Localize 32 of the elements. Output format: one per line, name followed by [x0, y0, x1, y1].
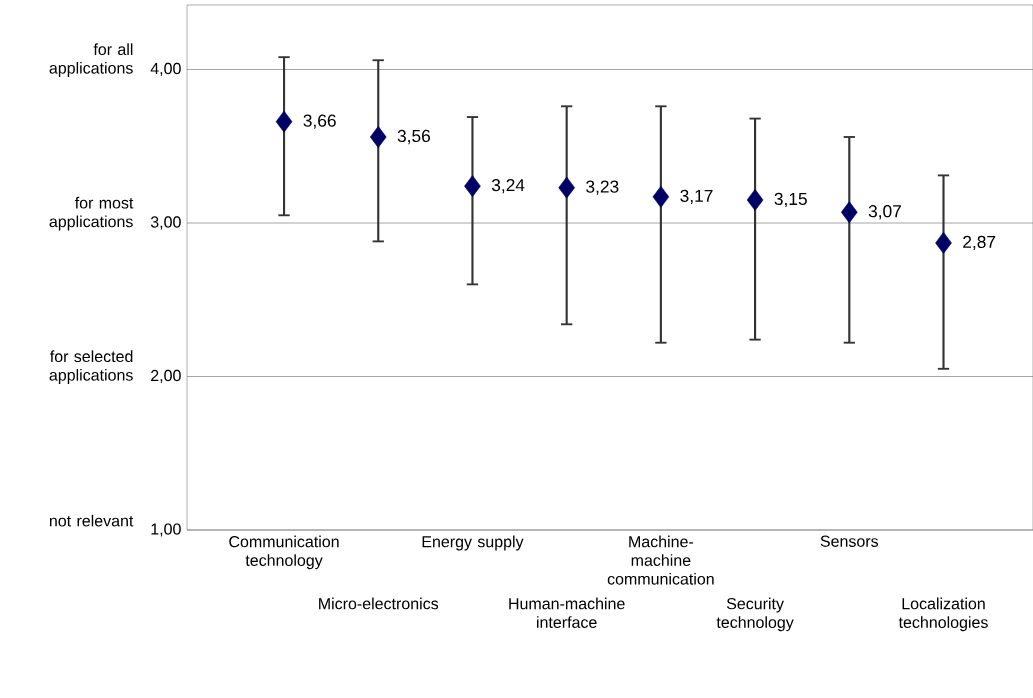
point	[464, 175, 481, 198]
point	[935, 231, 952, 254]
data-label: 3,17	[680, 189, 713, 205]
data-label: 3,23	[586, 180, 619, 195]
data-label: 3,56	[397, 129, 431, 145]
text: for all applications	[49, 43, 133, 77]
point	[652, 185, 670, 208]
y-tick-label: 2,00	[151, 369, 181, 384]
x-tick-label: Localization technologies	[898, 597, 988, 632]
x-tick-label: Sensors	[820, 535, 879, 547]
point	[841, 201, 858, 224]
data-label: 3,15	[774, 192, 807, 208]
data-label: 2,87	[963, 235, 996, 251]
point	[558, 176, 575, 199]
point	[746, 189, 764, 211]
text: for selected applications	[49, 350, 133, 384]
data-label: 3,66	[303, 114, 336, 129]
y-tick-label: 3,00	[150, 216, 181, 230]
text: for most applications	[49, 196, 134, 231]
x-tick-label: Human-machine interface	[509, 597, 625, 628]
text: not relevant	[49, 514, 134, 527]
point	[369, 126, 387, 148]
x-tick-label: Machine-machine communication	[607, 535, 714, 585]
y-tick-label: 4,00	[150, 62, 181, 77]
x-tick-label: Security technology	[716, 597, 794, 632]
x-tick-label: Energy supply	[422, 535, 524, 551]
point	[275, 110, 293, 133]
data-label: 3,07	[868, 205, 901, 220]
x-tick-label: Communication technology	[229, 535, 339, 570]
x-tick-label: Micro-electronics	[319, 597, 439, 610]
y-tick-label: 1,00	[151, 523, 181, 537]
data-label: 3,24	[491, 178, 525, 194]
